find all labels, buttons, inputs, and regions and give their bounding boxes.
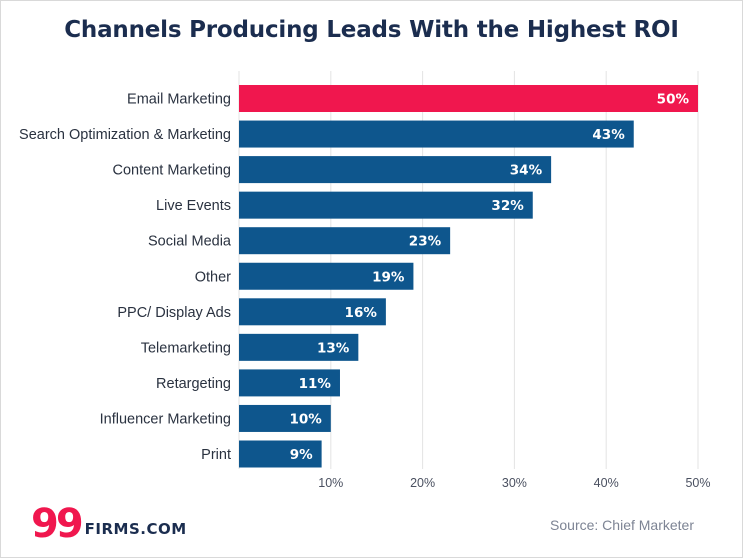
category-label: Telemarketing	[141, 340, 231, 356]
category-label: Print	[201, 447, 231, 463]
bar	[239, 262, 414, 290]
data-label: 19%	[372, 269, 405, 285]
bar	[239, 404, 331, 432]
category-label: Other	[195, 269, 231, 285]
data-label: 43%	[592, 127, 625, 143]
x-tick-label: 30%	[502, 476, 527, 490]
bar	[239, 156, 552, 184]
category-label: Influencer Marketing	[100, 411, 231, 427]
category-label: Social Media	[148, 234, 232, 250]
category-label: Retargeting	[156, 376, 231, 392]
bar	[239, 191, 533, 219]
bar	[239, 298, 386, 326]
data-label: 11%	[299, 376, 332, 392]
data-label: 13%	[317, 340, 350, 356]
x-tick-label: 10%	[318, 476, 343, 490]
data-label: 32%	[491, 198, 524, 214]
x-tick-label: 40%	[594, 476, 619, 490]
logo: 99 FIRMS.COM	[31, 501, 187, 547]
category-label: Live Events	[156, 198, 231, 214]
data-label: 23%	[409, 234, 442, 250]
bar	[239, 227, 451, 255]
logo-text: FIRMS.COM	[84, 520, 187, 538]
category-label: Content Marketing	[113, 163, 231, 179]
bar	[239, 440, 322, 468]
x-tick-label: 20%	[410, 476, 435, 490]
source-note: Source: Chief Marketer	[550, 517, 694, 533]
logo-mark: 99	[31, 501, 84, 547]
bar	[239, 85, 698, 112]
data-label: 50%	[657, 92, 690, 108]
chart-title: Channels Producing Leads With the Highes…	[64, 17, 679, 43]
data-label: 34%	[510, 163, 543, 179]
bar	[239, 369, 340, 397]
category-label: Email Marketing	[127, 92, 231, 108]
data-label: 16%	[345, 305, 378, 321]
bar	[239, 333, 359, 361]
category-label: Search Optimization & Marketing	[19, 127, 231, 143]
x-tick-label: 50%	[685, 476, 710, 490]
data-label: 9%	[290, 447, 313, 463]
data-label: 10%	[289, 411, 322, 427]
category-label: PPC/ Display Ads	[117, 305, 231, 321]
bar	[239, 120, 634, 148]
